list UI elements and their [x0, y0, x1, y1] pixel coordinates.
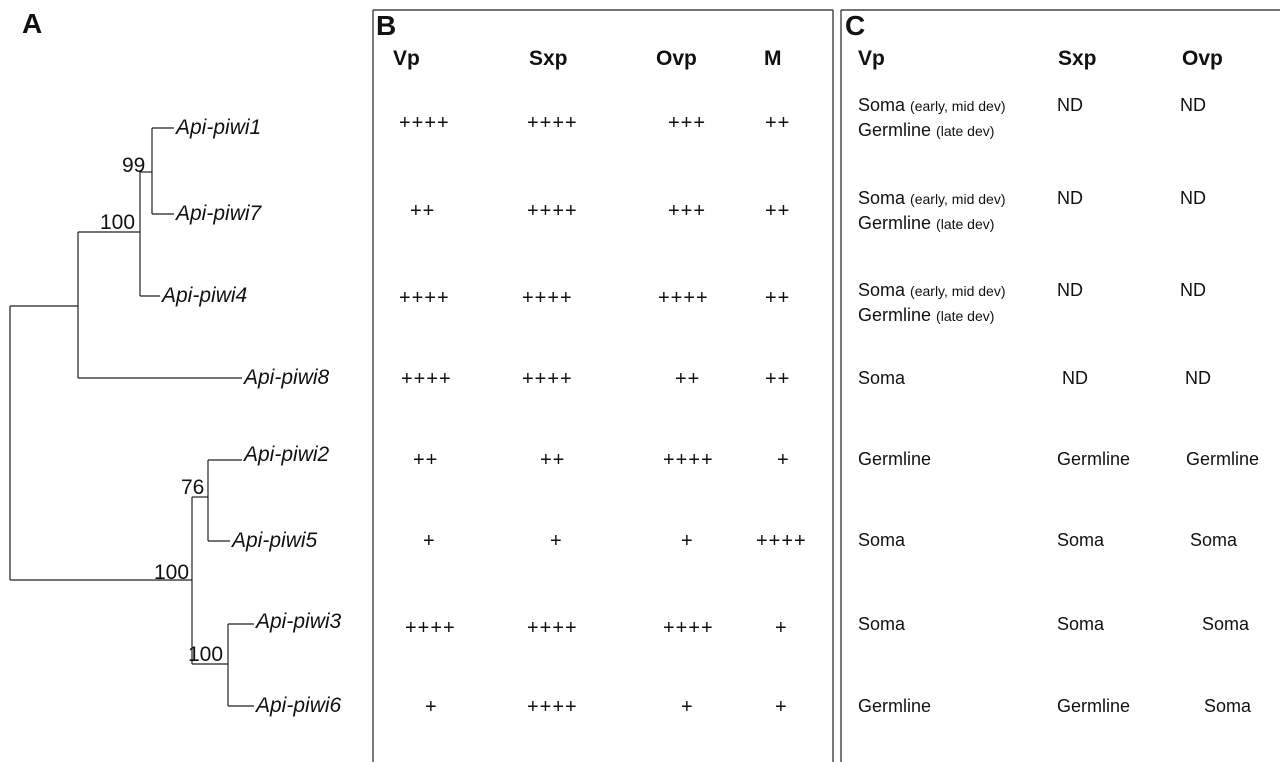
localization-cell: Soma — [858, 614, 906, 634]
localization-cell: ND — [1057, 280, 1083, 300]
germline-label: Germline — [858, 120, 932, 140]
expression-cell: ++++ — [522, 287, 573, 309]
taxon-label-piwi1: Api-piwi1 — [176, 116, 262, 139]
taxon-label-piwi8: Api-piwi8 — [244, 366, 330, 389]
localization-cell: ND — [1057, 95, 1083, 115]
expression-cell: ++++ — [401, 368, 452, 390]
taxon-label-piwi5: Api-piwi5 — [232, 529, 318, 552]
localization-cell: Soma — [1204, 696, 1252, 716]
localization-cell: Germline — [1057, 696, 1131, 716]
soma-stage-note: (early, mid dev) — [910, 283, 1006, 299]
localization-cell: Soma — [858, 368, 906, 388]
expression-cell: ++ — [410, 200, 436, 222]
soma-label: Soma — [858, 95, 906, 115]
localization-cell: ND — [1180, 95, 1206, 115]
expression-cell: + — [681, 530, 694, 552]
soma-label: Soma — [858, 280, 906, 300]
expression-cell: + — [681, 696, 694, 718]
expression-cell: +++ — [668, 112, 707, 134]
taxon-label-piwi6: Api-piwi6 — [256, 694, 342, 717]
localization-cell: Germline — [1057, 449, 1131, 469]
expression-header-sxp: Sxp — [529, 47, 568, 70]
germline-stage-note: (late dev) — [936, 308, 995, 324]
taxon-label-piwi2: Api-piwi2 — [244, 443, 330, 466]
localization-vp-cell: Soma (early, mid dev) Germline (late dev… — [858, 93, 1005, 143]
localization-cell: Germline — [858, 449, 932, 469]
expression-cell: ++ — [765, 200, 791, 222]
localization-cell: Soma — [1057, 530, 1105, 550]
localization-header-sxp: Sxp — [1058, 47, 1097, 70]
panel-label-a: A — [22, 8, 43, 39]
taxon-label-piwi7: Api-piwi7 — [176, 202, 262, 225]
soma-label: Soma — [858, 188, 906, 208]
expression-cell: + — [777, 449, 790, 471]
localization-cell: Germline — [1186, 449, 1260, 469]
expression-cell: ++++ — [399, 112, 450, 134]
localization-header-ovp: Ovp — [1182, 47, 1223, 70]
expression-header-ovp: Ovp — [656, 47, 697, 70]
phylogenetic-tree — [9, 127, 254, 707]
expression-cell: + — [550, 530, 563, 552]
expression-cell: ++++ — [399, 287, 450, 309]
expression-cell: + — [775, 696, 788, 718]
expression-cell: ++++ — [663, 617, 714, 639]
panel-label-c: C — [845, 10, 866, 41]
expression-cell: ++ — [765, 112, 791, 134]
germline-stage-note: (late dev) — [936, 216, 995, 232]
expression-cell: ++++ — [756, 530, 807, 552]
expression-cell: ++ — [540, 449, 566, 471]
expression-cell: +++ — [668, 200, 707, 222]
localization-cell: Soma — [1190, 530, 1238, 550]
expression-cell: ++++ — [658, 287, 709, 309]
germline-label: Germline — [858, 305, 932, 325]
expression-cell: ++++ — [527, 617, 578, 639]
expression-cell: ++ — [765, 368, 791, 390]
localization-cell: Soma — [1202, 614, 1250, 634]
expression-cell: ++++ — [522, 368, 573, 390]
expression-cell: ++ — [675, 368, 701, 390]
expression-cell: ++ — [413, 449, 439, 471]
germline-label: Germline — [858, 213, 932, 233]
taxon-label-piwi3: Api-piwi3 — [256, 610, 342, 633]
expression-cell: + — [423, 530, 436, 552]
bootstrap-value: 76 — [181, 476, 205, 499]
bootstrap-value: 100 — [100, 211, 136, 234]
bootstrap-value: 100 — [154, 561, 190, 584]
localization-cell: ND — [1180, 280, 1206, 300]
panel-label-b: B — [376, 10, 397, 41]
expression-cell: + — [775, 617, 788, 639]
germline-stage-note: (late dev) — [936, 123, 995, 139]
localization-header-vp: Vp — [858, 47, 885, 70]
expression-cell: ++ — [765, 287, 791, 309]
expression-cell: ++++ — [527, 696, 578, 718]
bootstrap-value: 100 — [188, 643, 224, 666]
soma-stage-note: (early, mid dev) — [910, 191, 1006, 207]
bootstrap-value: 99 — [122, 154, 146, 177]
localization-cell: Germline — [858, 696, 932, 716]
localization-cell: Soma — [858, 530, 906, 550]
expression-cell: ++++ — [663, 449, 714, 471]
expression-cell: ++++ — [527, 112, 578, 134]
expression-header-vp: Vp — [393, 47, 420, 70]
localization-vp-cell: Soma (early, mid dev) Germline (late dev… — [858, 186, 1005, 236]
expression-cell: ++++ — [527, 200, 578, 222]
expression-header-m: M — [764, 47, 782, 70]
localization-cell: ND — [1185, 368, 1211, 388]
localization-cell: ND — [1180, 188, 1206, 208]
soma-stage-note: (early, mid dev) — [910, 98, 1006, 114]
expression-cell: + — [425, 696, 438, 718]
expression-cell: ++++ — [405, 617, 456, 639]
taxon-label-piwi4: Api-piwi4 — [162, 284, 248, 307]
localization-cell: Soma — [1057, 614, 1105, 634]
localization-cell: ND — [1062, 368, 1088, 388]
localization-cell: ND — [1057, 188, 1083, 208]
localization-vp-cell: Soma (early, mid dev) Germline (late dev… — [858, 278, 1005, 328]
